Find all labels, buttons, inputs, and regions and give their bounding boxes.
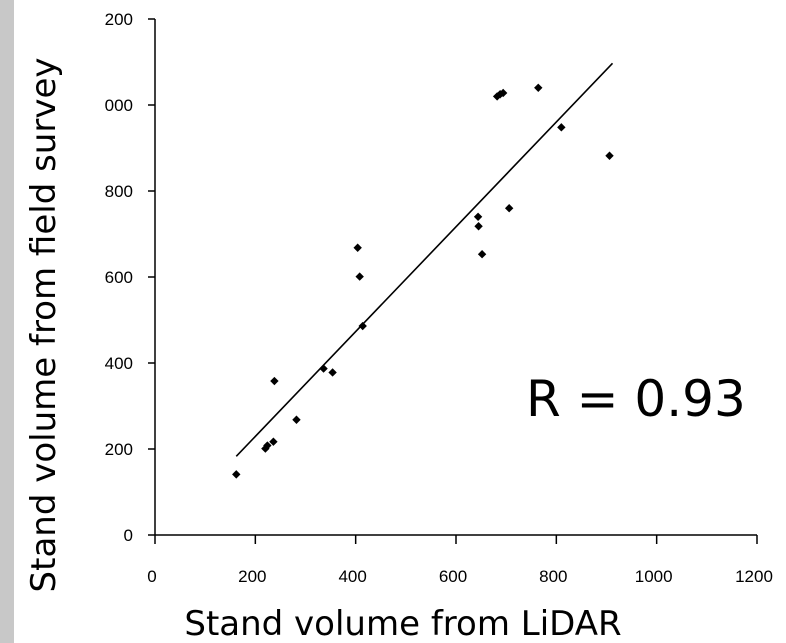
y-tick-label: 200 [105, 10, 133, 29]
y-axis-title: Stand volume from field survey [24, 58, 64, 593]
x-axis-title: Stand volume from LiDAR [184, 604, 621, 643]
x-tick-label: 600 [439, 567, 467, 586]
x-tick-label: 200 [238, 567, 266, 586]
x-tick-label: 400 [338, 567, 366, 586]
points-group [232, 83, 614, 479]
data-point [358, 321, 367, 331]
data-point [504, 204, 514, 213]
x-tick-label: 0 [147, 567, 156, 586]
axes [154, 19, 757, 536]
data-point [319, 364, 328, 373]
x-tick-label: 1200 [735, 567, 773, 586]
left-border [0, 0, 14, 643]
data-point [270, 376, 279, 386]
data-point [534, 83, 543, 92]
y-tick-label: 0 [124, 526, 133, 545]
data-point [492, 92, 502, 101]
data-point [328, 368, 337, 377]
y-tick-label: 200 [105, 440, 133, 459]
y-tick-label: 800 [105, 182, 133, 201]
data-point [477, 250, 487, 259]
data-point [232, 470, 241, 479]
x-tick-label: 800 [539, 567, 567, 586]
data-point [498, 88, 508, 98]
ticks: 0 200 400 600 800 1000 1200 0 200 400 600 800 000 200 [105, 10, 773, 586]
regression-line [235, 62, 614, 457]
data-point [269, 437, 278, 446]
y-tick-label: 000 [105, 96, 133, 115]
data-point [557, 123, 566, 132]
x-tick-label: 1000 [635, 567, 673, 586]
data-point [473, 212, 483, 221]
trendline-group [235, 62, 614, 457]
data-point [292, 415, 301, 424]
data-point [474, 222, 483, 231]
r-annotation: R = 0.93 [526, 370, 746, 428]
data-point [263, 441, 272, 450]
data-point [353, 243, 362, 252]
data-point [605, 151, 614, 160]
y-tick-label: 600 [105, 268, 133, 287]
data-point [355, 272, 364, 281]
y-tick-label: 400 [105, 354, 133, 373]
